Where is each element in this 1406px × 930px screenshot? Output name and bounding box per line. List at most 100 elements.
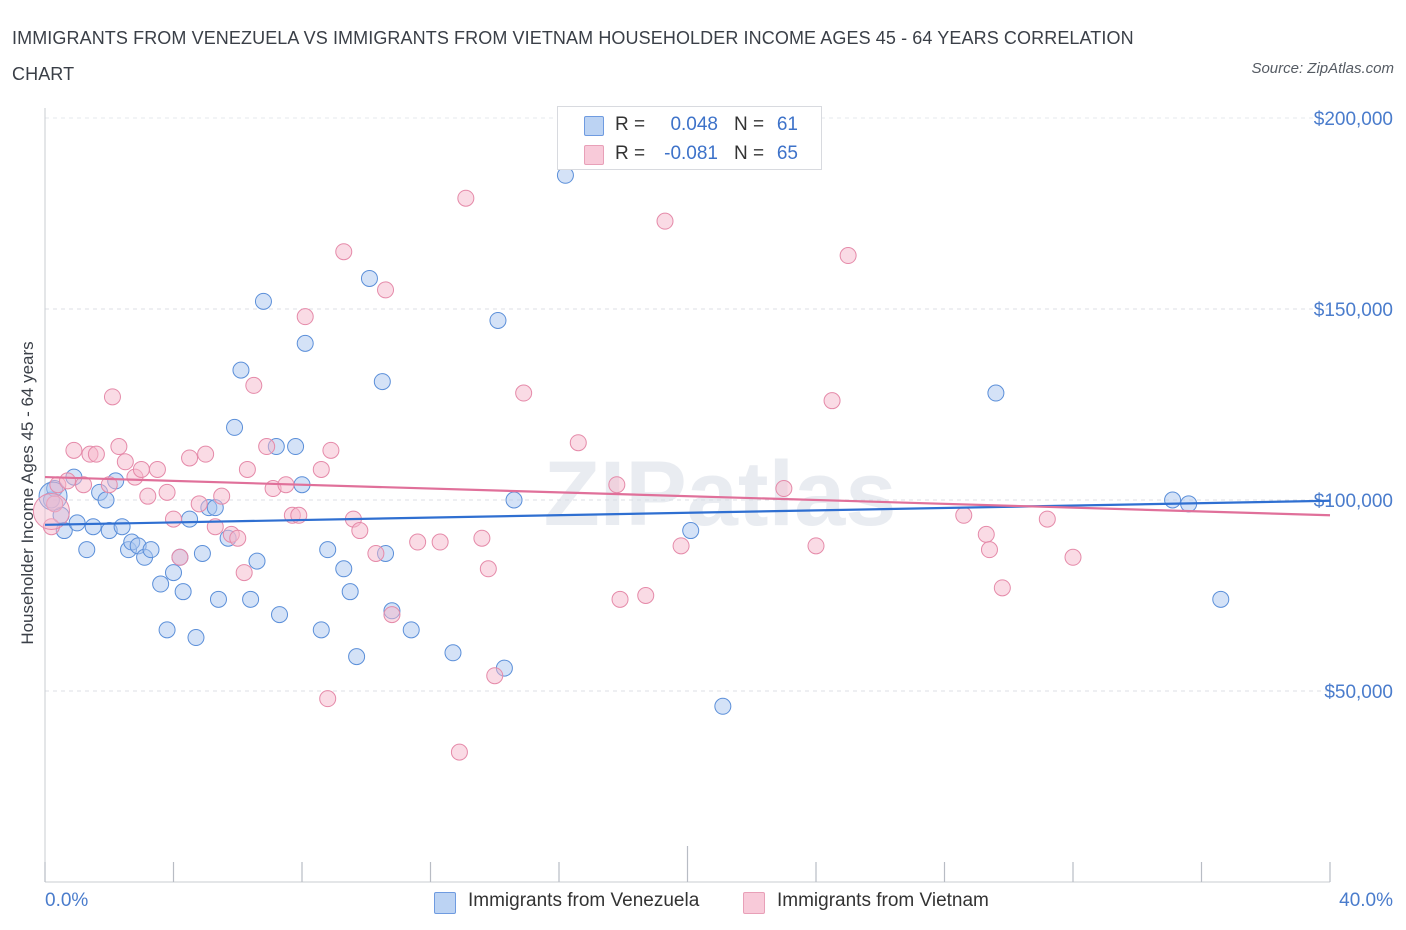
data-point (248, 552, 266, 570)
y-tick-label: $200,000 (1314, 109, 1393, 130)
data-point (46, 495, 64, 513)
data-point (409, 533, 427, 551)
data-point (457, 189, 475, 207)
data-point (431, 533, 449, 551)
data-point (197, 445, 215, 463)
data-point (682, 522, 700, 540)
data-point (116, 453, 134, 471)
data-point (672, 537, 690, 555)
data-point (78, 541, 96, 559)
data-point (515, 384, 533, 402)
y-tick-label: $150,000 (1314, 300, 1393, 321)
data-point (714, 697, 732, 715)
stats-legend: R = 0.048 N = 61 R = -0.081 N = 65 (557, 106, 822, 170)
data-point (87, 445, 105, 463)
x-tick-max: 40.0% (1339, 890, 1393, 911)
data-point (171, 548, 189, 566)
data-point (152, 575, 170, 593)
data-point (158, 621, 176, 639)
r-label: R = (615, 114, 646, 135)
y-tick-label: $50,000 (1324, 682, 1393, 703)
data-point (174, 583, 192, 601)
data-point (505, 491, 523, 509)
vietnam-swatch-icon (584, 145, 604, 165)
data-point (611, 590, 629, 608)
data-point (312, 460, 330, 478)
data-point (132, 460, 150, 478)
venezuela-swatch-icon (584, 116, 604, 136)
data-point (444, 644, 462, 662)
data-point (993, 579, 1011, 597)
data-point (296, 334, 314, 352)
data-point (187, 629, 205, 647)
data-point (479, 560, 497, 578)
data-point (226, 418, 244, 436)
data-point (148, 460, 166, 478)
data-point (569, 434, 587, 452)
n-label: N = (734, 114, 765, 135)
data-point (181, 510, 199, 528)
data-point (980, 541, 998, 559)
data-point (242, 590, 260, 608)
data-point (235, 564, 253, 582)
data-point (97, 491, 115, 509)
vietnam-points (32, 189, 1082, 761)
data-point (775, 480, 793, 498)
data-point (987, 384, 1005, 402)
data-point (232, 361, 250, 379)
data-point (319, 541, 337, 559)
chart-title: IMMIGRANTS FROM VENEZUELA VS IMMIGRANTS … (12, 28, 1134, 84)
data-point (823, 392, 841, 410)
data-point (383, 606, 401, 624)
r-value: -0.081 (664, 143, 718, 164)
data-point (1038, 510, 1056, 528)
data-point (319, 690, 337, 708)
data-point (367, 544, 385, 562)
data-point (402, 621, 420, 639)
data-point (238, 460, 256, 478)
vietnam-legend-icon (743, 892, 765, 914)
x-tick-min: 0.0% (45, 890, 89, 911)
bottom-legend-label: Immigrants from Vietnam (777, 890, 989, 911)
data-point (335, 243, 353, 261)
trend-line (44, 475, 1331, 517)
data-point (373, 373, 391, 391)
r-value: 0.048 (670, 114, 718, 135)
data-point (245, 376, 263, 394)
data-point (608, 476, 626, 494)
data-point (190, 495, 208, 513)
data-point (258, 438, 276, 456)
trend-lines (44, 475, 1331, 526)
data-point (348, 648, 366, 666)
data-point (360, 269, 378, 287)
data-point (839, 247, 857, 265)
data-point (181, 449, 199, 467)
data-point (312, 621, 330, 639)
grid-lines (45, 117, 1330, 692)
data-point (113, 518, 131, 536)
data-point (103, 388, 121, 406)
data-point (229, 529, 247, 547)
y-tick-labels: $50,000 $100,000 $150,000 $200,000 (1314, 109, 1393, 703)
legend-row-vietnam: R = -0.081 N = 65 (558, 139, 821, 169)
data-point (473, 529, 491, 547)
data-point (1164, 491, 1182, 509)
bottom-legend-label: Immigrants from Venezuela (468, 890, 700, 911)
data-point (807, 537, 825, 555)
data-point (32, 492, 70, 530)
data-point (193, 544, 211, 562)
data-point (84, 518, 102, 536)
data-point (142, 541, 160, 559)
data-point (65, 441, 83, 459)
legend-row-venezuela: R = 0.048 N = 61 (558, 110, 821, 140)
data-point (637, 587, 655, 604)
source-label: Source: ZipAtlas.com (1251, 60, 1394, 77)
data-point (165, 564, 182, 582)
data-point (287, 438, 305, 456)
data-point (955, 506, 973, 524)
data-point (209, 590, 227, 608)
data-point (341, 583, 359, 601)
data-point (165, 510, 182, 528)
data-point (489, 311, 507, 329)
